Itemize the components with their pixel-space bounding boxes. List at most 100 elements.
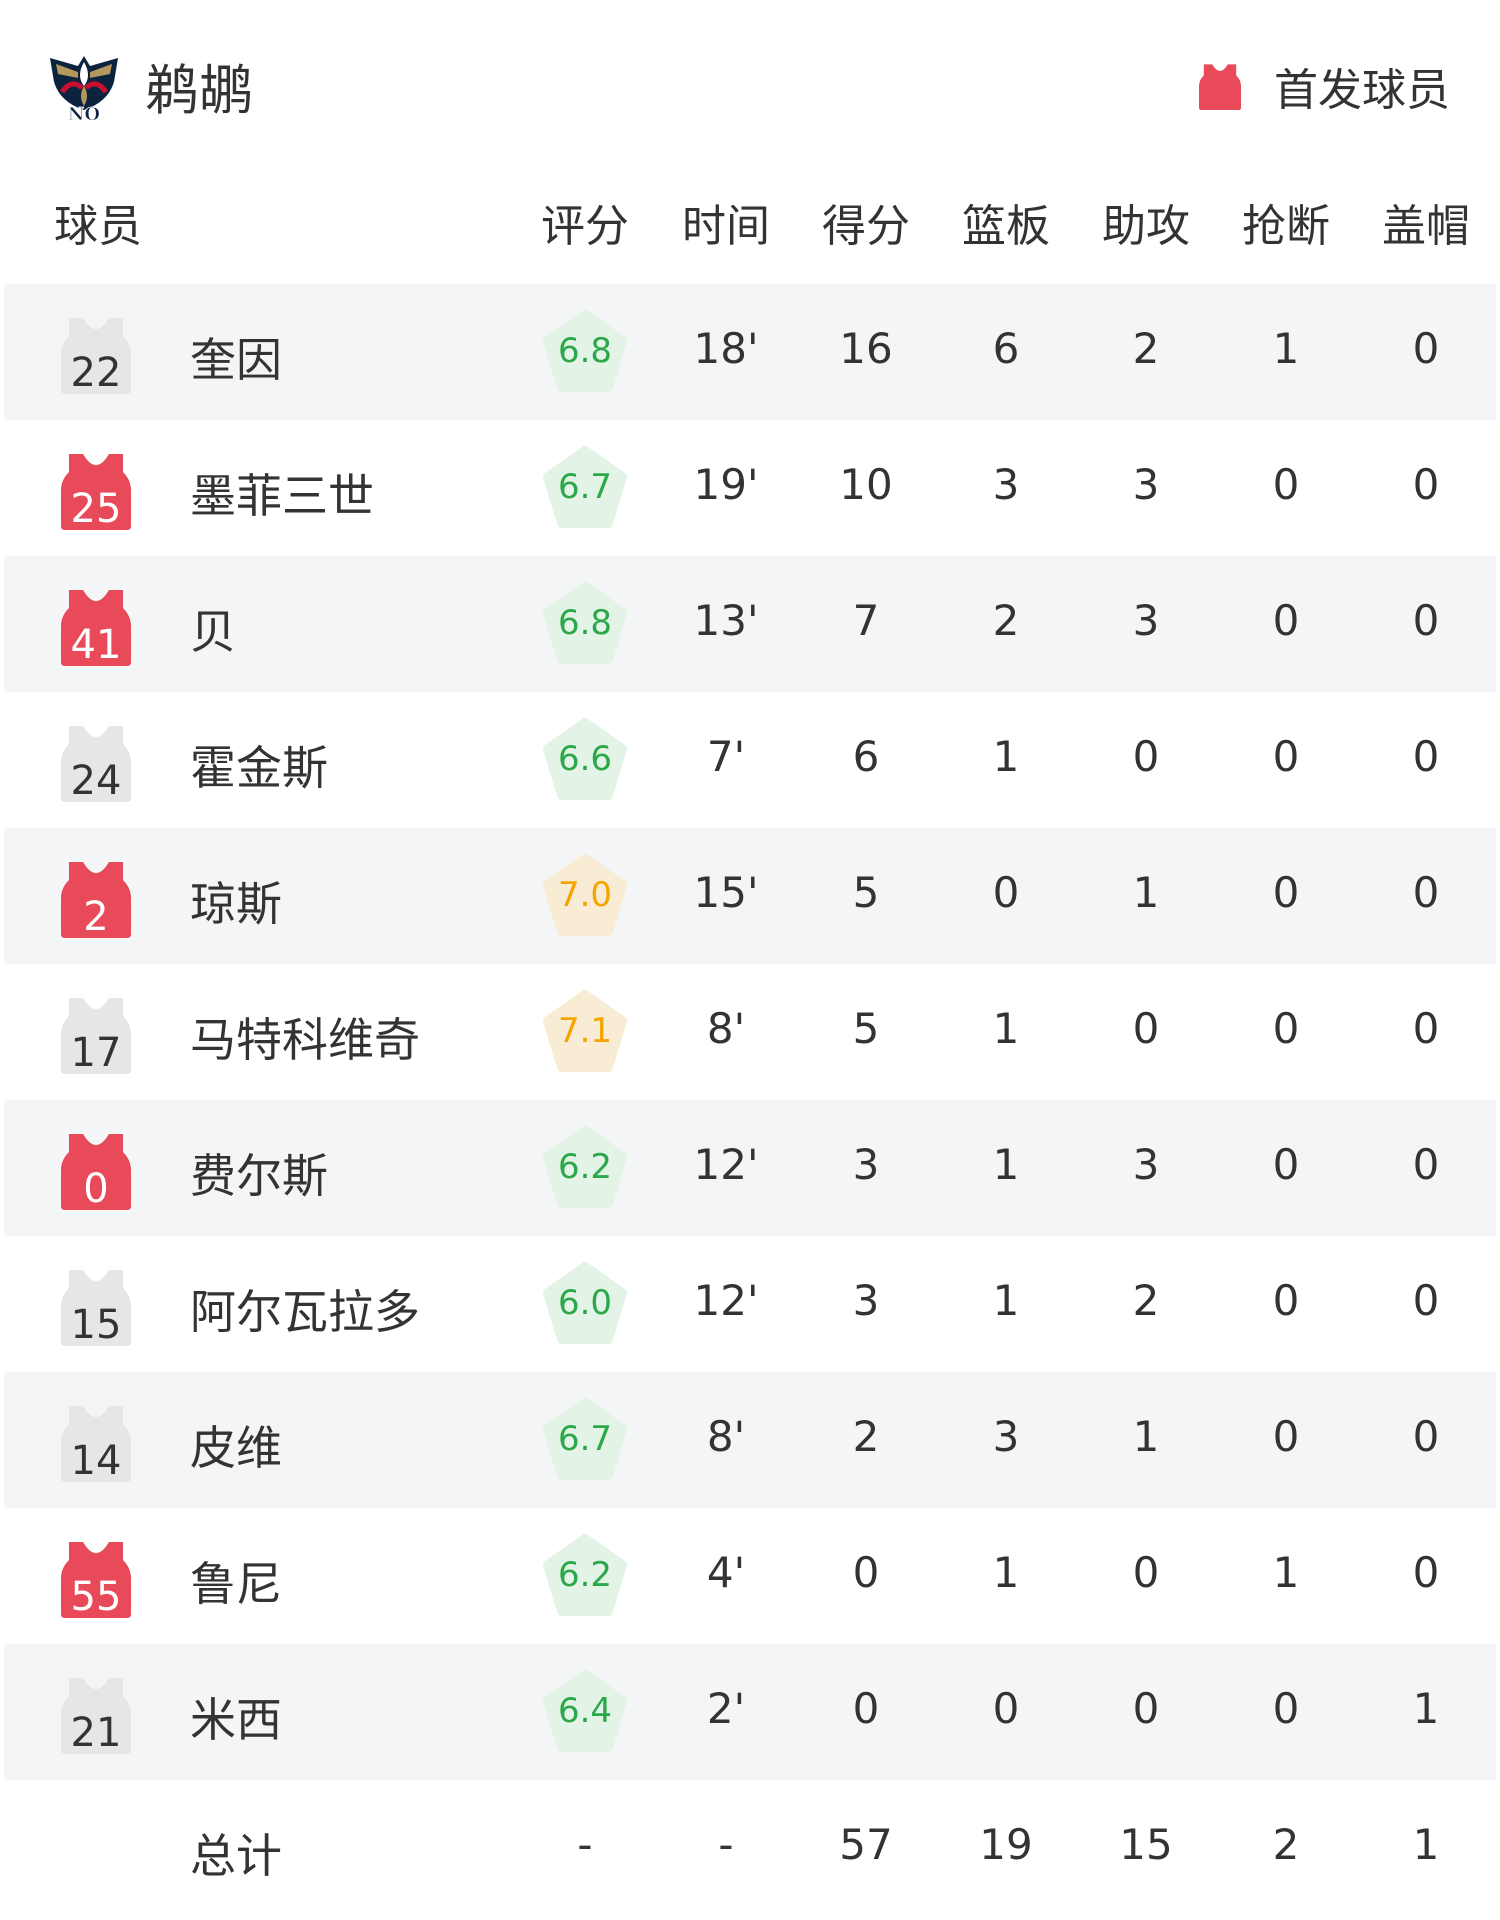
stat-time: 8' [706,1412,746,1461]
player-row[interactable]: 55 鲁尼 6.2 4' 0 1 0 1 0 [4,1508,1496,1644]
rating-badge: 7.0 [542,853,628,937]
stat-rebounds: 1 [992,732,1020,781]
jersey-number-badge: 15 [61,1266,131,1348]
player-name[interactable]: 费尔斯 [190,1149,328,1203]
totals-rating: - [577,1820,593,1869]
player-name[interactable]: 鲁尼 [190,1557,282,1611]
header-time[interactable]: 时间 [682,201,770,252]
rating-value: 6.2 [557,1147,613,1187]
jersey-number: 0 [83,1166,109,1212]
stat-steals: 0 [1272,460,1300,509]
rating-badge: 7.1 [542,989,628,1073]
totals-label: 总计 [190,1829,282,1883]
jersey-number-badge: 41 [61,586,131,668]
rating-value: 6.4 [557,1691,613,1731]
rating-value: 6.6 [557,739,613,779]
header-rating[interactable]: 评分 [541,201,629,252]
stat-blocks: 0 [1412,1004,1440,1053]
pentagon-icon [543,582,627,664]
header-blocks[interactable]: 盖帽 [1382,201,1470,252]
starter-legend-label: 首发球员 [1274,65,1450,116]
player-row[interactable]: 2 琼斯 7.0 15' 5 0 1 0 0 [4,828,1496,964]
rating-value: 7.0 [557,875,613,915]
jersey-icon [61,1678,131,1754]
jersey-icon [61,1542,131,1618]
rating-value: 7.1 [557,1011,613,1051]
rating-value: 6.7 [557,467,613,507]
team-name: 鹈鹕 [145,59,253,122]
stat-time: 13' [693,596,759,645]
player-row[interactable]: 25 墨菲三世 6.7 19' 10 3 3 0 0 [4,420,1496,556]
player-name[interactable]: 墨菲三世 [190,469,374,523]
stat-blocks: 0 [1412,1412,1440,1461]
stat-steals: 0 [1272,596,1300,645]
totals-rebounds: 19 [979,1820,1033,1869]
stat-points: 16 [839,324,893,373]
totals-steals: 2 [1272,1820,1300,1869]
totals-assists: 15 [1119,1820,1173,1869]
header-rebounds[interactable]: 篮板 [962,201,1050,252]
stat-blocks: 1 [1412,1684,1440,1733]
stat-blocks: 0 [1412,324,1440,373]
player-name[interactable]: 阿尔瓦拉多 [190,1285,420,1339]
jersey-icon [61,590,131,666]
jersey-number: 22 [70,350,122,396]
stat-time: 12' [693,1140,759,1189]
stat-steals: 0 [1272,1276,1300,1325]
player-row[interactable]: 24 霍金斯 6.6 7' 6 1 0 0 0 [4,692,1496,828]
stat-steals: 1 [1272,1548,1300,1597]
stat-assists: 3 [1132,596,1160,645]
stat-points: 3 [852,1140,880,1189]
player-row[interactable]: 21 米西 6.4 2' 0 0 0 0 1 [4,1644,1496,1780]
player-row[interactable]: 15 阿尔瓦拉多 6.0 12' 3 1 2 0 0 [4,1236,1496,1372]
rating-value: 6.8 [557,331,613,371]
player-name[interactable]: 马特科维奇 [190,1013,420,1067]
stat-rebounds: 2 [992,596,1020,645]
stat-steals: 1 [1272,324,1300,373]
stat-time: 2' [706,1684,746,1733]
header-points[interactable]: 得分 [822,201,910,252]
stat-points: 2 [852,1412,880,1461]
table-header: 球员 评分 时间 得分 篮板 助攻 抢断 盖帽 [0,190,1500,260]
jersey-number: 14 [70,1438,122,1484]
header-assists[interactable]: 助攻 [1102,201,1190,252]
jersey-number-badge: 14 [61,1402,131,1484]
stat-assists: 0 [1132,1548,1160,1597]
pentagon-icon [543,310,627,392]
player-row[interactable]: 17 马特科维奇 7.1 8' 5 1 0 0 0 [4,964,1496,1100]
player-name[interactable]: 奎因 [190,333,282,387]
stat-rebounds: 1 [992,1140,1020,1189]
stat-blocks: 0 [1412,460,1440,509]
player-name[interactable]: 贝 [190,605,236,659]
jersey-icon [61,1406,131,1482]
jersey-number: 25 [70,486,122,532]
player-name[interactable]: 皮维 [190,1421,282,1475]
player-row[interactable]: 22 奎因 6.8 18' 16 6 2 1 0 [4,284,1496,420]
stat-assists: 3 [1132,460,1160,509]
stat-steals: 0 [1272,1684,1300,1733]
jersey-icon [61,998,131,1074]
stat-assists: 2 [1132,1276,1160,1325]
rating-value: 6.8 [557,603,613,643]
player-name[interactable]: 琼斯 [190,877,282,931]
player-row[interactable]: 41 贝 6.8 13' 7 2 3 0 0 [4,556,1496,692]
player-row[interactable]: 0 费尔斯 6.2 12' 3 1 3 0 0 [4,1100,1496,1236]
jersey-number-badge: 24 [61,722,131,804]
player-row[interactable]: 14 皮维 6.7 8' 2 3 1 0 0 [4,1372,1496,1508]
stat-rebounds: 1 [992,1004,1020,1053]
jersey-number-badge: 17 [61,994,131,1076]
header-steals[interactable]: 抢断 [1242,201,1330,252]
pentagon-icon [543,1670,627,1752]
stat-points: 6 [852,732,880,781]
stat-rebounds: 1 [992,1548,1020,1597]
jersey-icon [61,454,131,530]
jersey-number: 41 [70,622,122,668]
starter-legend: 首发球员 [1196,54,1450,118]
pentagon-icon [543,1534,627,1616]
jersey-number: 55 [70,1574,122,1620]
player-name[interactable]: 米西 [190,1693,282,1747]
stat-steals: 0 [1272,868,1300,917]
stat-time: 8' [706,1004,746,1053]
rating-badge: 6.8 [542,309,628,393]
player-name[interactable]: 霍金斯 [190,741,328,795]
